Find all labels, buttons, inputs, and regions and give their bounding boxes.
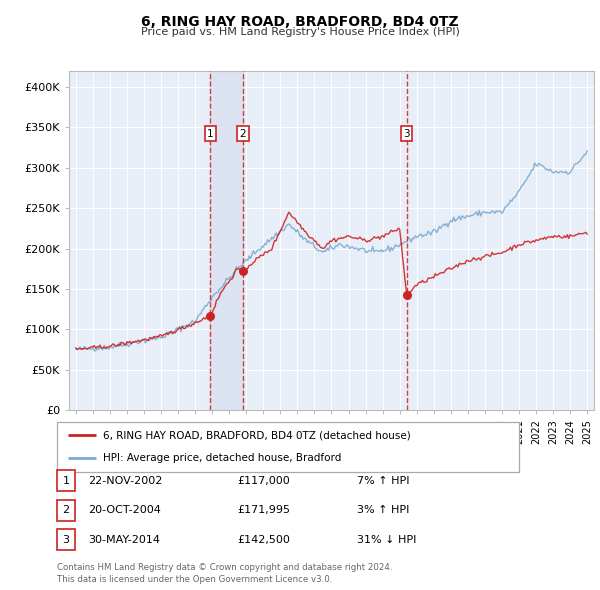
Text: 6, RING HAY ROAD, BRADFORD, BD4 0TZ (detached house): 6, RING HAY ROAD, BRADFORD, BD4 0TZ (det… [103, 430, 411, 440]
Text: 20-OCT-2004: 20-OCT-2004 [88, 506, 161, 515]
Text: 1: 1 [62, 476, 70, 486]
Text: 6, RING HAY ROAD, BRADFORD, BD4 0TZ: 6, RING HAY ROAD, BRADFORD, BD4 0TZ [141, 15, 459, 29]
Text: 1: 1 [207, 129, 214, 139]
Text: HPI: Average price, detached house, Bradford: HPI: Average price, detached house, Brad… [103, 454, 341, 464]
Text: £142,500: £142,500 [237, 535, 290, 545]
Text: 22-NOV-2002: 22-NOV-2002 [88, 476, 163, 486]
Text: 3% ↑ HPI: 3% ↑ HPI [357, 506, 409, 515]
Text: 2: 2 [62, 506, 70, 515]
Text: 3: 3 [403, 129, 410, 139]
Text: Price paid vs. HM Land Registry's House Price Index (HPI): Price paid vs. HM Land Registry's House … [140, 27, 460, 37]
Text: 2: 2 [239, 129, 246, 139]
Text: Contains HM Land Registry data © Crown copyright and database right 2024.: Contains HM Land Registry data © Crown c… [57, 563, 392, 572]
Text: 7% ↑ HPI: 7% ↑ HPI [357, 476, 409, 486]
Text: £117,000: £117,000 [237, 476, 290, 486]
Text: £171,995: £171,995 [237, 506, 290, 515]
Text: 31% ↓ HPI: 31% ↓ HPI [357, 535, 416, 545]
Text: This data is licensed under the Open Government Licence v3.0.: This data is licensed under the Open Gov… [57, 575, 332, 584]
Text: 3: 3 [62, 535, 70, 545]
Text: 30-MAY-2014: 30-MAY-2014 [88, 535, 160, 545]
Bar [211, 71, 243, 410]
